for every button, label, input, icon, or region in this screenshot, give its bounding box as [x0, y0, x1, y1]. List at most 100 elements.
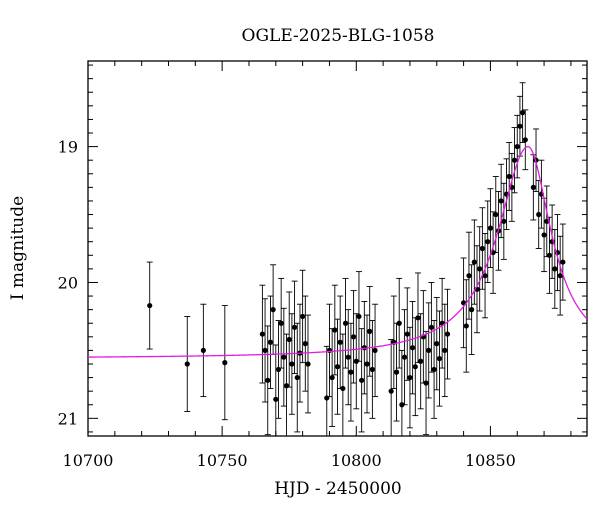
data-point — [294, 322, 301, 433]
y-axis-ticks — [88, 64, 587, 433]
data-point — [278, 277, 285, 369]
data-point — [200, 303, 207, 398]
x-tick-label: 10800 — [331, 451, 382, 470]
data-point — [334, 318, 341, 415]
data-point — [409, 301, 416, 395]
y-tick-label: 21 — [58, 409, 78, 428]
x-axis-tick-labels: 10700 10750 10800 10850 — [63, 451, 516, 470]
data-point — [514, 114, 521, 179]
data-point — [425, 302, 432, 399]
data-point — [546, 216, 553, 294]
y-axis: 19 20 21 I magnitude — [8, 64, 587, 433]
data-point — [417, 313, 424, 410]
data-point — [423, 330, 430, 436]
data-point — [554, 214, 561, 292]
data-point — [339, 333, 346, 436]
data-point — [267, 295, 274, 389]
data-point — [286, 291, 293, 388]
data-point — [463, 279, 470, 373]
data-point — [275, 320, 282, 419]
model-curve — [88, 145, 587, 358]
data-point — [355, 271, 362, 362]
data-point — [431, 320, 438, 419]
data-point — [511, 127, 518, 194]
x-tick-label: 10700 — [63, 451, 114, 470]
data-point — [323, 345, 330, 436]
data-point — [503, 158, 510, 230]
data-point — [406, 326, 413, 429]
x-tick-label: 10750 — [197, 451, 248, 470]
data-point — [465, 231, 472, 320]
data-point — [444, 288, 451, 380]
data-point — [302, 295, 309, 392]
data-point — [516, 95, 523, 157]
data-point — [557, 235, 564, 316]
data-point — [184, 315, 191, 412]
data-point — [420, 290, 427, 384]
data-point — [498, 163, 505, 239]
data-point — [337, 295, 344, 389]
data-point — [146, 261, 153, 350]
y-tick-label: 19 — [58, 138, 78, 157]
data-point — [259, 284, 266, 384]
data-point — [492, 176, 499, 254]
data-point — [482, 233, 489, 319]
data-point — [291, 280, 298, 374]
data-point — [299, 269, 306, 364]
y-axis-tick-labels: 19 20 21 — [58, 138, 78, 429]
data-point — [372, 303, 379, 398]
data-point — [476, 226, 483, 312]
y-tick-label: 20 — [58, 273, 78, 292]
data-point — [428, 282, 435, 373]
data-point — [350, 290, 357, 384]
data-point — [535, 180, 542, 249]
data-point — [433, 296, 440, 391]
data-point — [326, 303, 333, 398]
data-point — [347, 322, 354, 422]
data-point — [401, 309, 408, 406]
data-point — [288, 313, 295, 415]
data-point — [366, 286, 373, 377]
data-point — [484, 200, 491, 283]
data-point — [500, 182, 507, 260]
data-point — [369, 320, 376, 419]
data-point — [506, 142, 513, 211]
data-point — [393, 322, 400, 422]
data-point — [412, 317, 419, 417]
data-point — [345, 309, 352, 406]
data-point — [262, 298, 269, 403]
data-point — [396, 277, 403, 369]
data-point — [522, 109, 529, 171]
data-point — [342, 277, 349, 369]
data-point — [559, 223, 566, 301]
data-point — [358, 328, 365, 433]
data-point — [404, 287, 411, 381]
data-point — [364, 314, 371, 414]
data-point — [221, 305, 228, 421]
data-point — [460, 257, 467, 349]
data-point — [530, 154, 537, 221]
data-point — [551, 229, 558, 309]
data-point — [283, 333, 290, 436]
x-axis: 10700 10750 10800 10850 HJD - 2450000 — [63, 61, 572, 499]
data-point — [331, 284, 338, 376]
data-points-layer — [146, 82, 566, 436]
y-axis-label: I magnitude — [8, 196, 28, 300]
data-point — [329, 328, 336, 427]
x-axis-ticks — [87, 61, 572, 436]
data-point — [264, 325, 271, 436]
data-point — [304, 314, 311, 414]
chart-title: OGLE-2025-BLG-1058 — [242, 26, 435, 46]
x-tick-label: 10850 — [465, 451, 516, 470]
data-point — [272, 344, 279, 436]
x-axis-label: HJD - 2450000 — [274, 479, 402, 499]
data-point — [388, 339, 395, 436]
data-point — [414, 272, 421, 364]
data-point — [441, 303, 448, 398]
plot-frame — [87, 60, 588, 437]
data-point — [519, 82, 526, 143]
data-point — [468, 264, 475, 355]
data-point — [280, 307, 287, 407]
data-point — [439, 277, 446, 369]
